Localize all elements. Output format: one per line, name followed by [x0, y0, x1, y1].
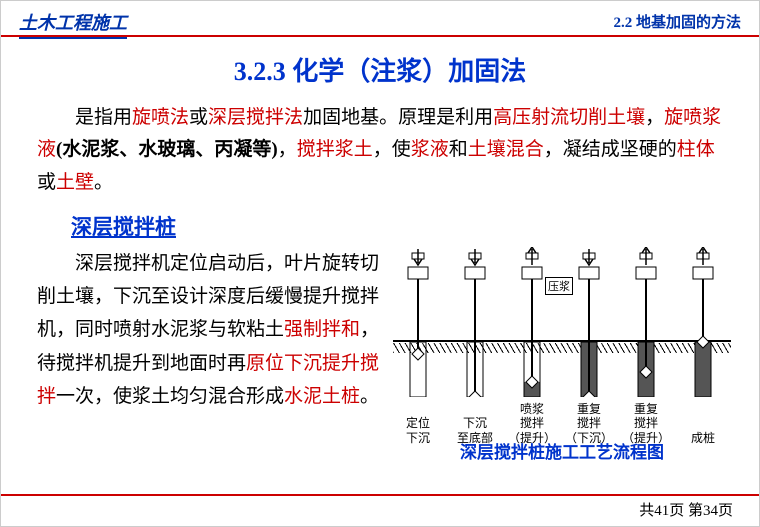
body-paragraph: 深层搅拌机定位启动后，叶片旋转切削土壤，下沉至设计深度后缓慢提升搅拌机，同时喷射… — [37, 247, 387, 457]
rig-stage-3 — [564, 247, 614, 397]
header-divider — [1, 35, 759, 37]
header-bar: 土木工程施工 2.2 地基加固的方法 — [1, 1, 759, 39]
rig-stage-5 — [678, 247, 728, 397]
rig-stage-1 — [450, 247, 500, 397]
footer-divider — [1, 494, 759, 496]
lower-row: 深层搅拌机定位启动后，叶片旋转切削土壤，下沉至设计深度后缓慢提升搅拌机，同时喷射… — [1, 247, 759, 457]
section-label: 2.2 地基加固的方法 — [613, 11, 741, 32]
intro-paragraph: 是指用旋喷法或深层搅拌法加固地基。原理是利用高压射流切削土壤，旋喷浆液(水泥浆、… — [37, 102, 723, 199]
subheading: 深层搅拌桩 — [71, 211, 759, 241]
rig-stage-0 — [393, 247, 443, 397]
page-counter: 共41页 第34页 — [639, 499, 733, 520]
rig-stage-2 — [507, 247, 557, 397]
slide-title: 3.2.3 化学（注浆）加固法 — [1, 51, 759, 88]
rig-stage-4 — [621, 247, 671, 397]
diagram-caption: 深层搅拌桩施工工艺流程图 — [387, 438, 737, 463]
slide: 土木工程施工 2.2 地基加固的方法 3.2.3 化学（注浆）加固法 是指用旋喷… — [0, 0, 760, 527]
process-diagram: 压浆 定位 下沉下沉 至底部喷浆 搅拌 （提升）重复 搅拌 （下沉）重复 搅拌 … — [387, 247, 737, 457]
diagram-area: 压浆 定位 下沉下沉 至底部喷浆 搅拌 （提升）重复 搅拌 （下沉）重复 搅拌 … — [387, 247, 741, 457]
